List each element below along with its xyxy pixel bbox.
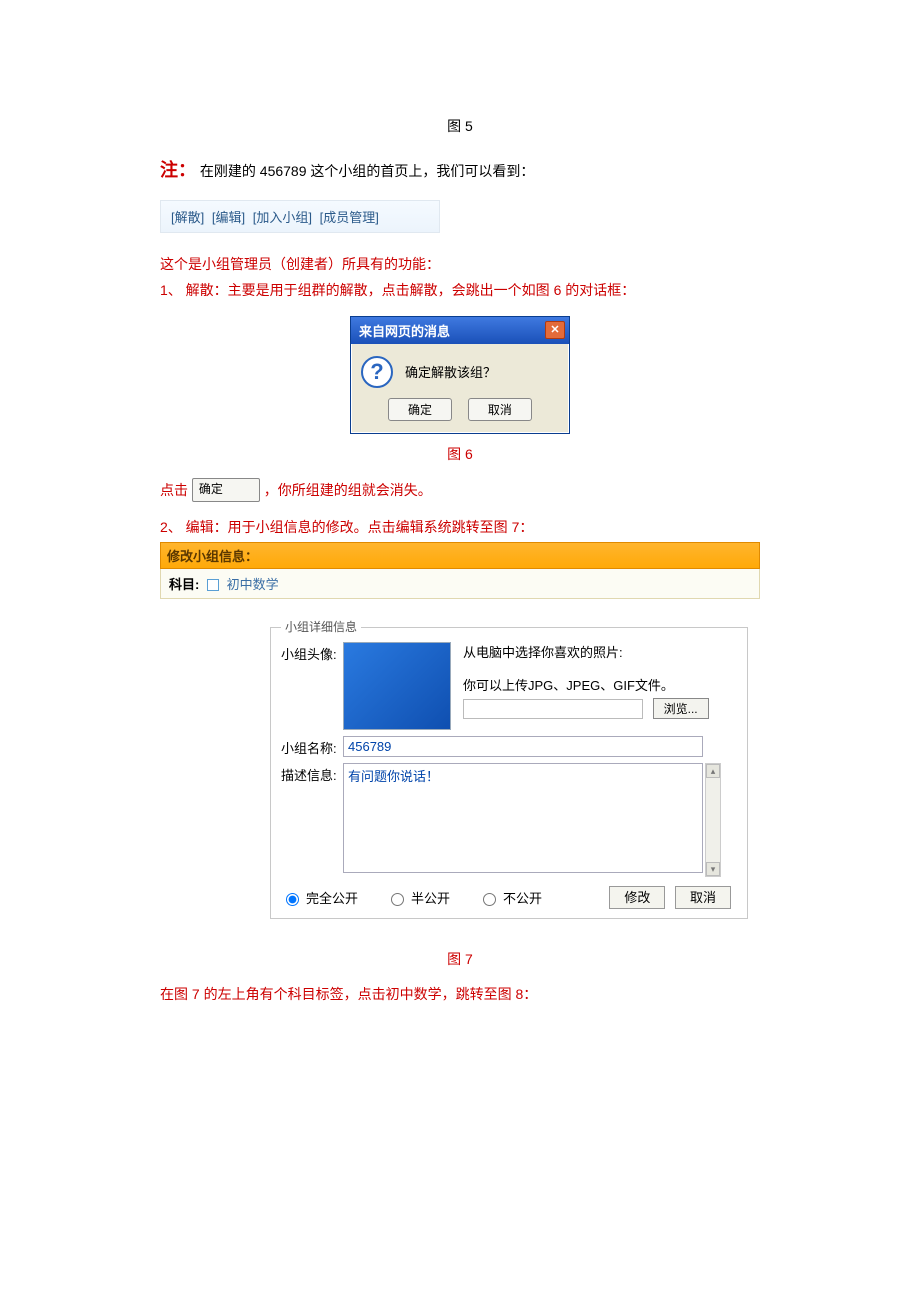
dialog-titlebar: 来自网页的消息 ✕ — [351, 317, 569, 344]
figure-6-label: 图 6 — [160, 444, 760, 464]
note-line: 注： 在刚建的 456789 这个小组的首页上，我们可以看到： — [160, 156, 760, 182]
avatar-hint-1: 从电脑中选择你喜欢的照片: — [463, 642, 737, 661]
subject-row: 科目: 初中数学 — [160, 569, 760, 599]
scroll-down-icon[interactable]: ▾ — [706, 862, 720, 876]
inline-ok-button[interactable]: 确定 — [192, 478, 260, 501]
note-text: 在刚建的 456789 这个小组的首页上，我们可以看到： — [200, 163, 535, 179]
cancel-button[interactable]: 取消 — [675, 886, 731, 909]
join-group-link[interactable]: [加入小组] — [253, 210, 312, 225]
browse-button[interactable]: 浏览... — [653, 698, 709, 719]
visibility-private-label: 不公开 — [503, 888, 542, 907]
visibility-semi-label: 半公开 — [411, 888, 450, 907]
dialog-title-text: 来自网页的消息 — [359, 321, 450, 340]
dialog-ok-button[interactable]: 确定 — [388, 398, 452, 421]
avatar-hint-2: 你可以上传JPG、JPEG、GIF文件。 — [463, 675, 737, 694]
member-manage-link[interactable]: [成员管理] — [320, 210, 379, 225]
note-prefix: 注： — [160, 160, 196, 180]
question-icon: ? — [361, 356, 393, 388]
visibility-public-radio[interactable]: 完全公开 — [281, 888, 358, 907]
scroll-up-icon[interactable]: ▴ — [706, 764, 720, 778]
figure-5-label: 图 5 — [160, 116, 760, 136]
visibility-private-radio[interactable]: 不公开 — [478, 888, 542, 907]
subject-label: 科目: — [169, 577, 199, 592]
description-textarea[interactable] — [343, 763, 703, 873]
dialog-close-button[interactable]: ✕ — [545, 321, 565, 339]
group-name-label: 小组名称: — [281, 736, 343, 757]
edit-info-header: 修改小组信息： — [160, 542, 760, 569]
dialog-cancel-button[interactable]: 取消 — [468, 398, 532, 421]
radio-public[interactable] — [286, 893, 299, 906]
group-admin-linkbar: [解散] [编辑] [加入小组] [成员管理] — [160, 200, 440, 233]
figure-7-label: 图 7 — [160, 949, 760, 969]
click-pre-text: 点击 — [160, 482, 188, 498]
radio-private[interactable] — [483, 893, 496, 906]
disband-link[interactable]: [解散] — [171, 210, 204, 225]
admin-intro-text: 这个是小组管理员（创建者）所具有的功能： — [160, 253, 760, 275]
textarea-scrollbar[interactable]: ▴ ▾ — [705, 763, 721, 877]
after-fig7-text: 在图 7 的左上角有个科目标签，点击初中数学，跳转至图 8： — [160, 983, 760, 1005]
file-path-input[interactable] — [463, 699, 643, 719]
dialog-message: 确定解散该组？ — [405, 362, 496, 381]
form-legend: 小组详细信息 — [281, 618, 361, 635]
subject-value[interactable]: 初中数学 — [227, 577, 279, 592]
avatar-preview — [343, 642, 451, 730]
submit-button[interactable]: 修改 — [609, 886, 665, 909]
disband-desc-text: 1、 解散：主要是用于组群的解散，点击解散，会跳出一个如图 6 的对话框： — [160, 279, 760, 301]
edit-link[interactable]: [编辑] — [212, 210, 245, 225]
description-label: 描述信息: — [281, 763, 343, 784]
visibility-semi-radio[interactable]: 半公开 — [386, 888, 450, 907]
click-post-text: ，你所组建的组就会消失。 — [264, 482, 432, 498]
group-detail-form: 小组详细信息 小组头像: 从电脑中选择你喜欢的照片: 你可以上传JPG、JPEG… — [270, 627, 748, 919]
subject-checkbox[interactable] — [207, 579, 219, 591]
visibility-public-label: 完全公开 — [306, 888, 358, 907]
group-name-input[interactable] — [343, 736, 703, 757]
confirm-dialog: 来自网页的消息 ✕ ? 确定解散该组？ 确定 取消 — [350, 316, 570, 434]
radio-semi[interactable] — [391, 893, 404, 906]
edit-desc-text: 2、 编辑：用于小组信息的修改。点击编辑系统跳转至图 7： — [160, 516, 760, 538]
avatar-label: 小组头像: — [281, 642, 343, 663]
